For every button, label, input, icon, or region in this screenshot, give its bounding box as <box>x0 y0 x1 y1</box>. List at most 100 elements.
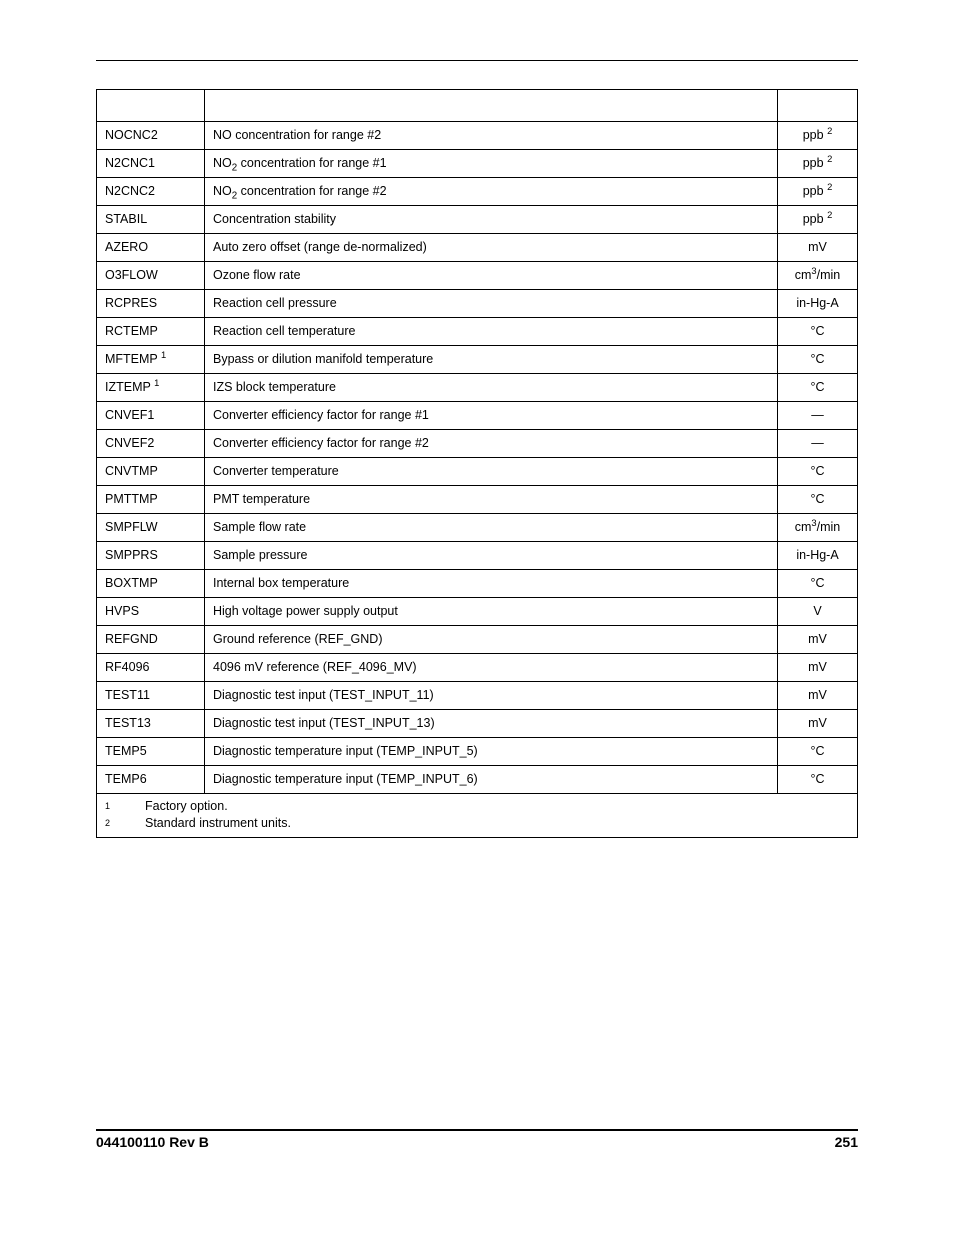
param-description: Reaction cell pressure <box>205 290 778 318</box>
footnote-number: 2 <box>105 815 145 830</box>
param-description: Diagnostic test input (TEST_INPUT_11) <box>205 682 778 710</box>
param-name: CNVTMP <box>97 458 205 486</box>
table-row: CNVEF1Converter efficiency factor for ra… <box>97 402 858 430</box>
table-row: N2CNC2NO2 concentration for range #2ppb … <box>97 178 858 206</box>
table-row: PMTTMPPMT temperature°C <box>97 486 858 514</box>
footnotes-row: 1Factory option.2Standard instrument uni… <box>97 794 858 838</box>
param-description: Converter efficiency factor for range #1 <box>205 402 778 430</box>
param-name: RF4096 <box>97 654 205 682</box>
param-units: °C <box>778 486 858 514</box>
param-description: PMT temperature <box>205 486 778 514</box>
footer-page-number: 251 <box>835 1134 858 1150</box>
blank-cell <box>778 90 858 122</box>
param-units: ppb 2 <box>778 178 858 206</box>
param-description: Auto zero offset (range de-normalized) <box>205 234 778 262</box>
page: NOCNC2NO concentration for range #2ppb 2… <box>0 0 954 1235</box>
param-name: STABIL <box>97 206 205 234</box>
param-name: TEMP5 <box>97 738 205 766</box>
param-name: CNVEF2 <box>97 430 205 458</box>
param-description: Reaction cell temperature <box>205 318 778 346</box>
param-name: HVPS <box>97 598 205 626</box>
footnote: 1Factory option. <box>105 798 849 815</box>
parameter-table: NOCNC2NO concentration for range #2ppb 2… <box>96 89 858 838</box>
param-description: IZS block temperature <box>205 374 778 402</box>
table-row: SMPFLWSample flow ratecm3/min <box>97 514 858 542</box>
table-row: RCTEMPReaction cell temperature°C <box>97 318 858 346</box>
param-units: mV <box>778 654 858 682</box>
param-name: RCTEMP <box>97 318 205 346</box>
table-row: TEST13Diagnostic test input (TEST_INPUT_… <box>97 710 858 738</box>
footer-rule <box>96 1129 858 1131</box>
footnote: 2Standard instrument units. <box>105 815 849 832</box>
table-row: STABILConcentration stabilityppb 2 <box>97 206 858 234</box>
param-name: SMPFLW <box>97 514 205 542</box>
footnote-text: Factory option. <box>145 798 228 815</box>
param-name: NOCNC2 <box>97 122 205 150</box>
footer-line: 044100110 Rev B 251 <box>96 1134 858 1150</box>
table-row: RF40964096 mV reference (REF_4096_MV)mV <box>97 654 858 682</box>
param-units: mV <box>778 682 858 710</box>
param-description: NO2 concentration for range #1 <box>205 150 778 178</box>
footnote-number: 1 <box>105 798 145 813</box>
param-units: °C <box>778 374 858 402</box>
table-row: TEST11Diagnostic test input (TEST_INPUT_… <box>97 682 858 710</box>
param-name: MFTEMP 1 <box>97 346 205 374</box>
param-description: Sample flow rate <box>205 514 778 542</box>
param-name: N2CNC2 <box>97 178 205 206</box>
param-description: Ozone flow rate <box>205 262 778 290</box>
param-name: O3FLOW <box>97 262 205 290</box>
blank-cell <box>97 90 205 122</box>
table-row: HVPSHigh voltage power supply outputV <box>97 598 858 626</box>
param-units: cm3/min <box>778 262 858 290</box>
param-description: 4096 mV reference (REF_4096_MV) <box>205 654 778 682</box>
param-description: Diagnostic test input (TEST_INPUT_13) <box>205 710 778 738</box>
param-description: Diagnostic temperature input (TEMP_INPUT… <box>205 738 778 766</box>
param-name: REFGND <box>97 626 205 654</box>
param-units: in-Hg-A <box>778 290 858 318</box>
table-row: CNVTMPConverter temperature°C <box>97 458 858 486</box>
table-row: REFGNDGround reference (REF_GND)mV <box>97 626 858 654</box>
param-units: °C <box>778 570 858 598</box>
table-row: NOCNC2NO concentration for range #2ppb 2 <box>97 122 858 150</box>
param-units: ppb 2 <box>778 150 858 178</box>
param-units: °C <box>778 458 858 486</box>
param-units: °C <box>778 318 858 346</box>
table-row: CNVEF2Converter efficiency factor for ra… <box>97 430 858 458</box>
param-description: NO concentration for range #2 <box>205 122 778 150</box>
param-units: ppb 2 <box>778 206 858 234</box>
param-name: N2CNC1 <box>97 150 205 178</box>
param-units: cm3/min <box>778 514 858 542</box>
param-name: RCPRES <box>97 290 205 318</box>
table-row: MFTEMP 1Bypass or dilution manifold temp… <box>97 346 858 374</box>
table-row: BOXTMPInternal box temperature°C <box>97 570 858 598</box>
table-row: SMPPRSSample pressurein-Hg-A <box>97 542 858 570</box>
param-name: TEST11 <box>97 682 205 710</box>
table-row: IZTEMP 1IZS block temperature°C <box>97 374 858 402</box>
param-description: Ground reference (REF_GND) <box>205 626 778 654</box>
table-row: O3FLOWOzone flow ratecm3/min <box>97 262 858 290</box>
footnote-text: Standard instrument units. <box>145 815 291 832</box>
param-description: NO2 concentration for range #2 <box>205 178 778 206</box>
param-units: °C <box>778 346 858 374</box>
table-header-blank-row <box>97 90 858 122</box>
table-row: AZEROAuto zero offset (range de-normaliz… <box>97 234 858 262</box>
param-name: PMTTMP <box>97 486 205 514</box>
table-row: TEMP5Diagnostic temperature input (TEMP_… <box>97 738 858 766</box>
table-row: TEMP6Diagnostic temperature input (TEMP_… <box>97 766 858 794</box>
param-description: Sample pressure <box>205 542 778 570</box>
param-name: AZERO <box>97 234 205 262</box>
param-units: V <box>778 598 858 626</box>
table-row: RCPRESReaction cell pressurein-Hg-A <box>97 290 858 318</box>
param-units: — <box>778 402 858 430</box>
page-footer: 044100110 Rev B 251 <box>96 1129 858 1150</box>
param-units: mV <box>778 710 858 738</box>
param-units: in-Hg-A <box>778 542 858 570</box>
param-name: SMPPRS <box>97 542 205 570</box>
footer-doc-id: 044100110 Rev B <box>96 1134 209 1150</box>
param-description: Converter temperature <box>205 458 778 486</box>
footnotes-cell: 1Factory option.2Standard instrument uni… <box>97 794 858 838</box>
param-units: °C <box>778 738 858 766</box>
param-units: mV <box>778 234 858 262</box>
param-name: TEST13 <box>97 710 205 738</box>
blank-cell <box>205 90 778 122</box>
